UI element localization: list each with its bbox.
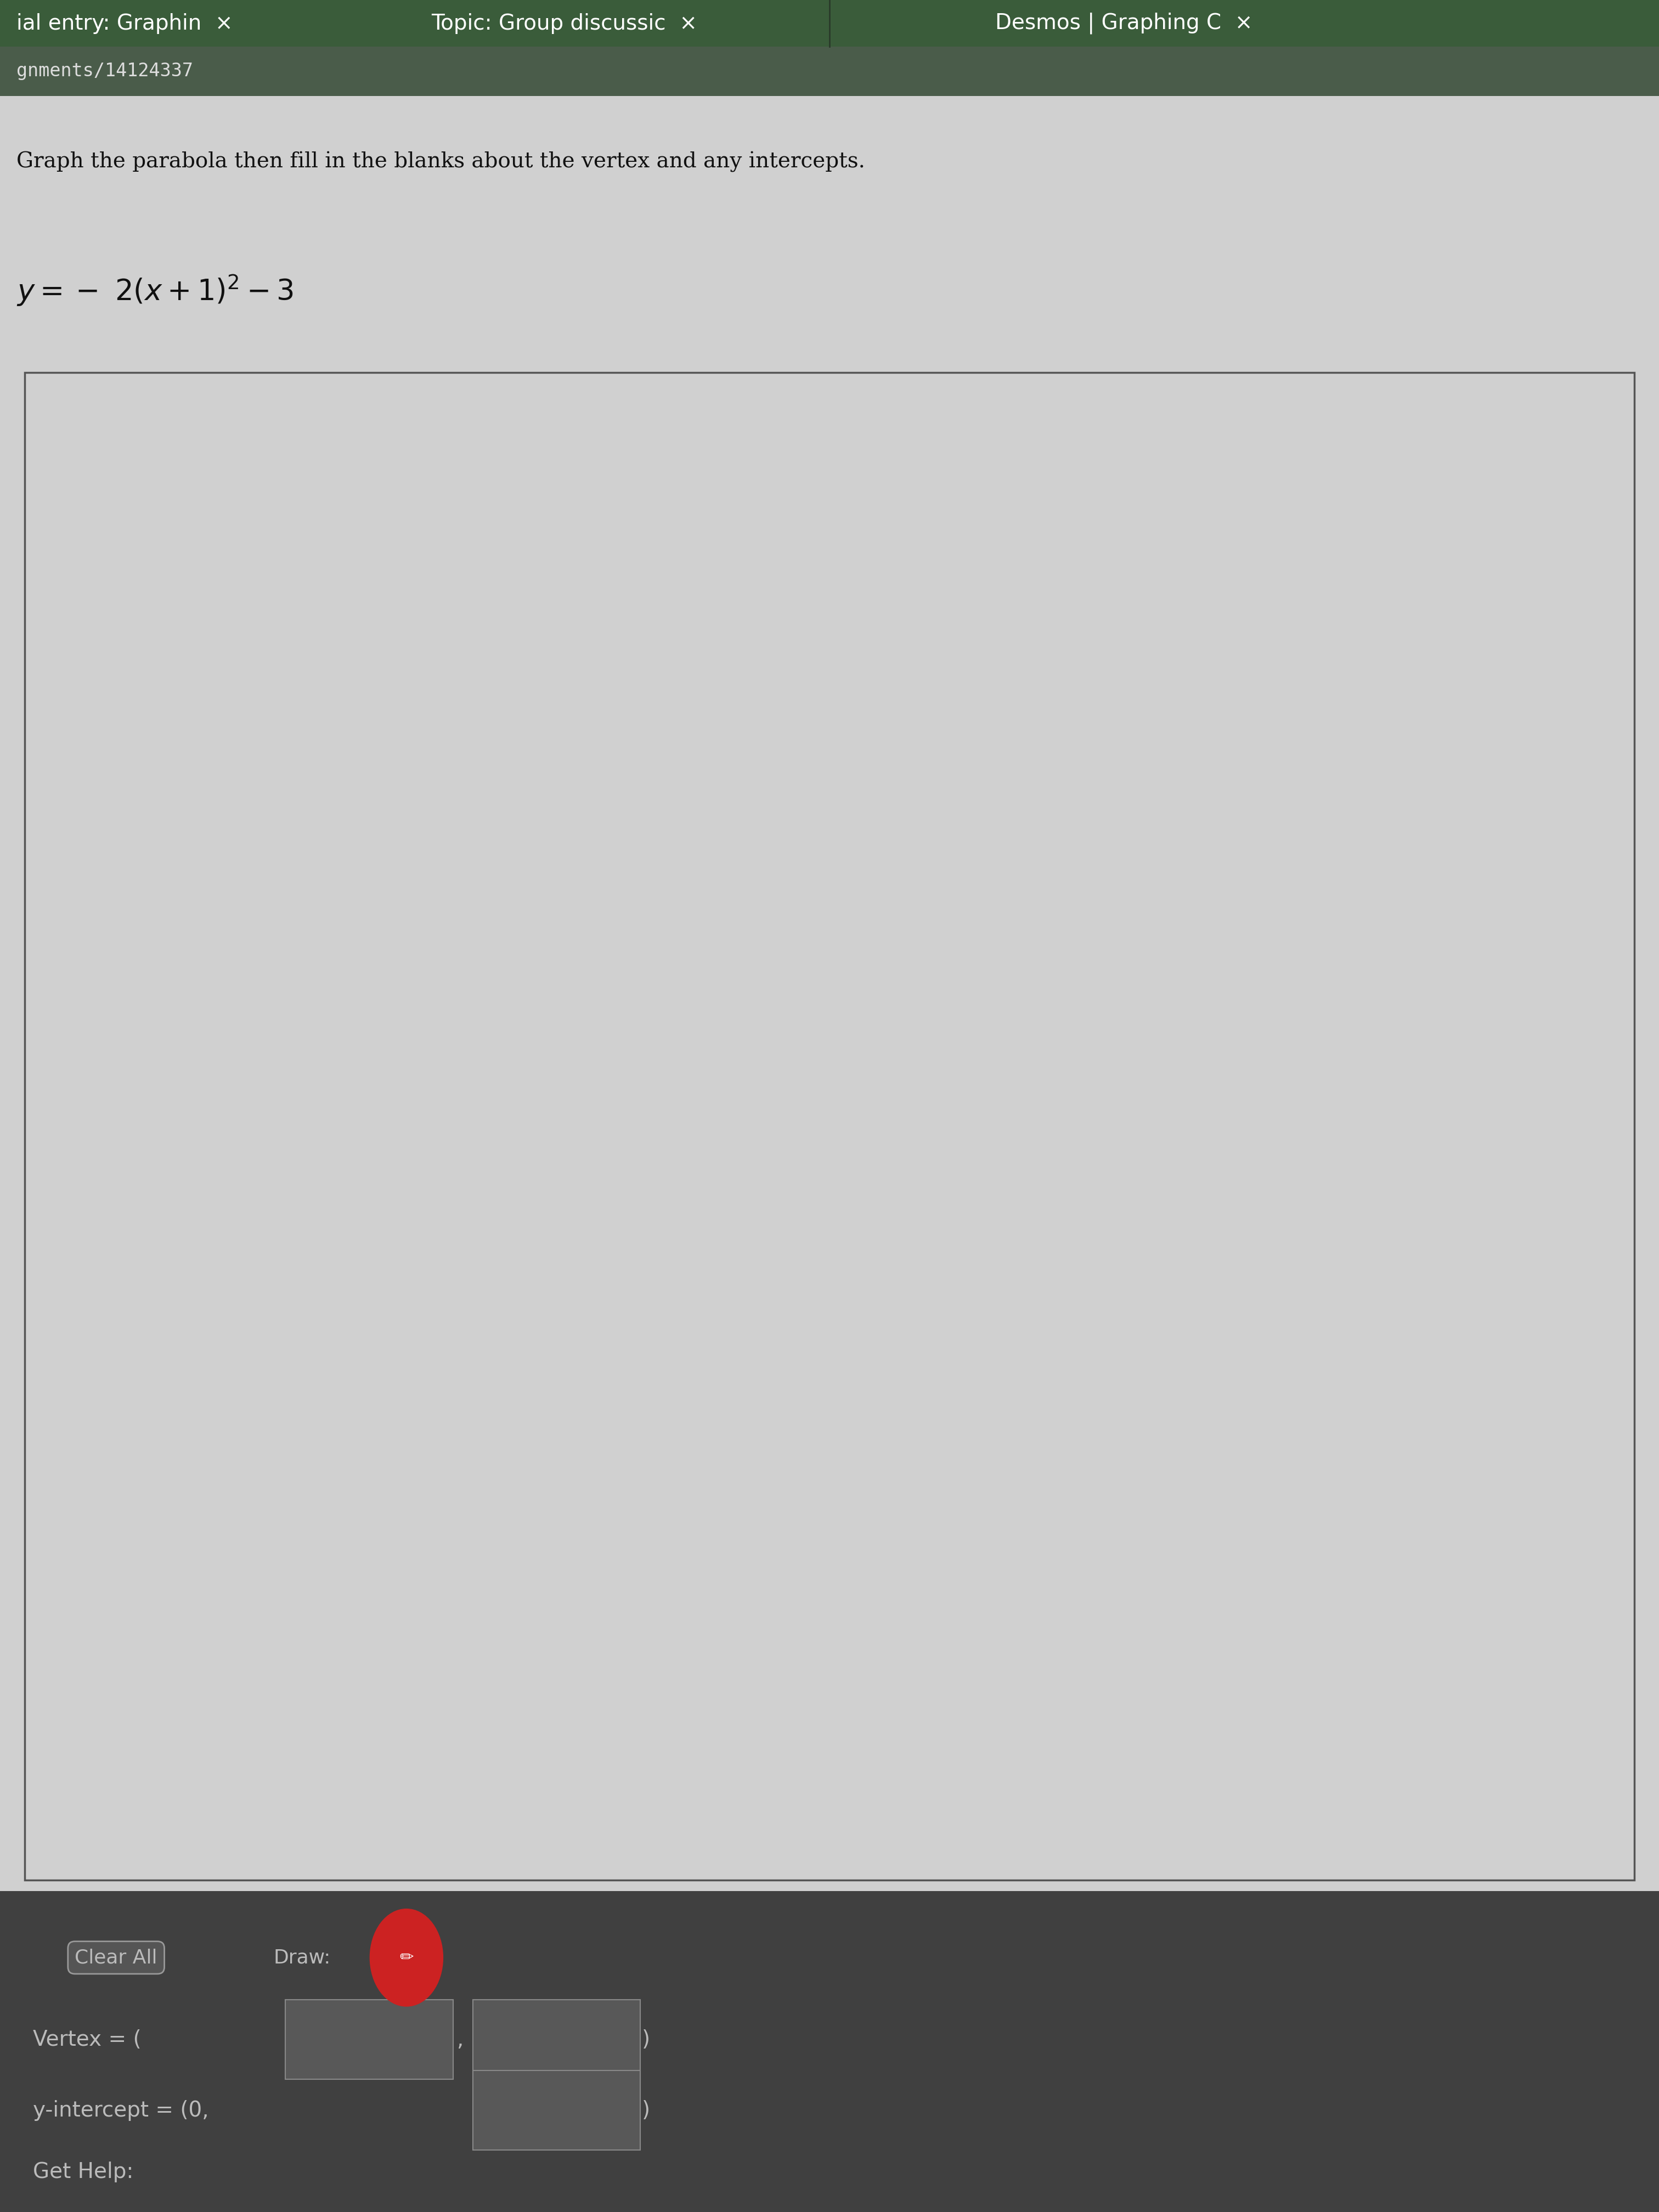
FancyBboxPatch shape bbox=[473, 2000, 640, 2079]
Text: Get Help:: Get Help: bbox=[33, 2161, 134, 2183]
Text: 3: 3 bbox=[795, 796, 806, 814]
Text: ✏: ✏ bbox=[400, 1949, 413, 1966]
Text: 6: 6 bbox=[1467, 1150, 1477, 1166]
Text: 7: 7 bbox=[1574, 1150, 1584, 1166]
Text: -6: -6 bbox=[179, 1150, 196, 1166]
Text: ): ) bbox=[642, 2028, 650, 2051]
Text: 4: 4 bbox=[1253, 1150, 1262, 1166]
FancyBboxPatch shape bbox=[285, 2000, 453, 2079]
Text: ): ) bbox=[642, 2099, 650, 2121]
Text: 1: 1 bbox=[931, 1150, 942, 1166]
FancyBboxPatch shape bbox=[0, 1891, 1659, 2212]
Text: Topic: Group discussic  ×: Topic: Group discussic × bbox=[431, 13, 697, 33]
Text: -7: -7 bbox=[71, 1150, 88, 1166]
Text: ,: , bbox=[456, 2028, 463, 2051]
Text: -5: -5 bbox=[790, 1655, 806, 1670]
FancyBboxPatch shape bbox=[0, 0, 1659, 46]
Text: 4: 4 bbox=[795, 690, 806, 706]
Text: $y = -\ 2(x + 1)^2 - 3$: $y = -\ 2(x + 1)^2 - 3$ bbox=[17, 272, 294, 307]
Text: Clear All: Clear All bbox=[75, 1949, 158, 1966]
Text: -2: -2 bbox=[790, 1332, 806, 1349]
Text: 3: 3 bbox=[1145, 1150, 1156, 1166]
Text: -6: -6 bbox=[790, 1761, 806, 1776]
Text: -1: -1 bbox=[790, 1225, 806, 1241]
Text: -5: -5 bbox=[285, 1150, 302, 1166]
FancyBboxPatch shape bbox=[473, 2070, 640, 2150]
Text: 2: 2 bbox=[795, 905, 806, 920]
Text: Graph the parabola then fill in the blanks about the vertex and any intercepts.: Graph the parabola then fill in the blan… bbox=[17, 150, 866, 173]
FancyBboxPatch shape bbox=[0, 95, 1659, 2212]
Text: Vertex = (: Vertex = ( bbox=[33, 2028, 141, 2051]
Text: Draw:: Draw: bbox=[274, 1949, 332, 1966]
Text: 7: 7 bbox=[795, 369, 806, 385]
Text: -1: -1 bbox=[713, 1150, 730, 1166]
Text: 6: 6 bbox=[795, 476, 806, 491]
FancyBboxPatch shape bbox=[25, 372, 1634, 1880]
Text: gnments/14124337: gnments/14124337 bbox=[17, 62, 192, 80]
Circle shape bbox=[370, 1909, 443, 2006]
FancyBboxPatch shape bbox=[0, 46, 1659, 95]
Text: 5: 5 bbox=[795, 584, 806, 599]
Text: Desmos | Graphing C  ×: Desmos | Graphing C × bbox=[995, 13, 1253, 33]
Text: -2: -2 bbox=[607, 1150, 624, 1166]
Text: 1: 1 bbox=[795, 1011, 806, 1026]
Text: -3: -3 bbox=[499, 1150, 516, 1166]
Text: -3: -3 bbox=[790, 1440, 806, 1455]
Text: -4: -4 bbox=[790, 1546, 806, 1562]
Text: -4: -4 bbox=[393, 1150, 410, 1166]
Text: y-intercept = (0,: y-intercept = (0, bbox=[33, 2099, 209, 2121]
Text: ial entry: Graphin  ×: ial entry: Graphin × bbox=[17, 13, 232, 33]
Text: 5: 5 bbox=[1359, 1150, 1370, 1166]
Text: -7: -7 bbox=[790, 1867, 806, 1885]
Text: 2: 2 bbox=[1039, 1150, 1048, 1166]
